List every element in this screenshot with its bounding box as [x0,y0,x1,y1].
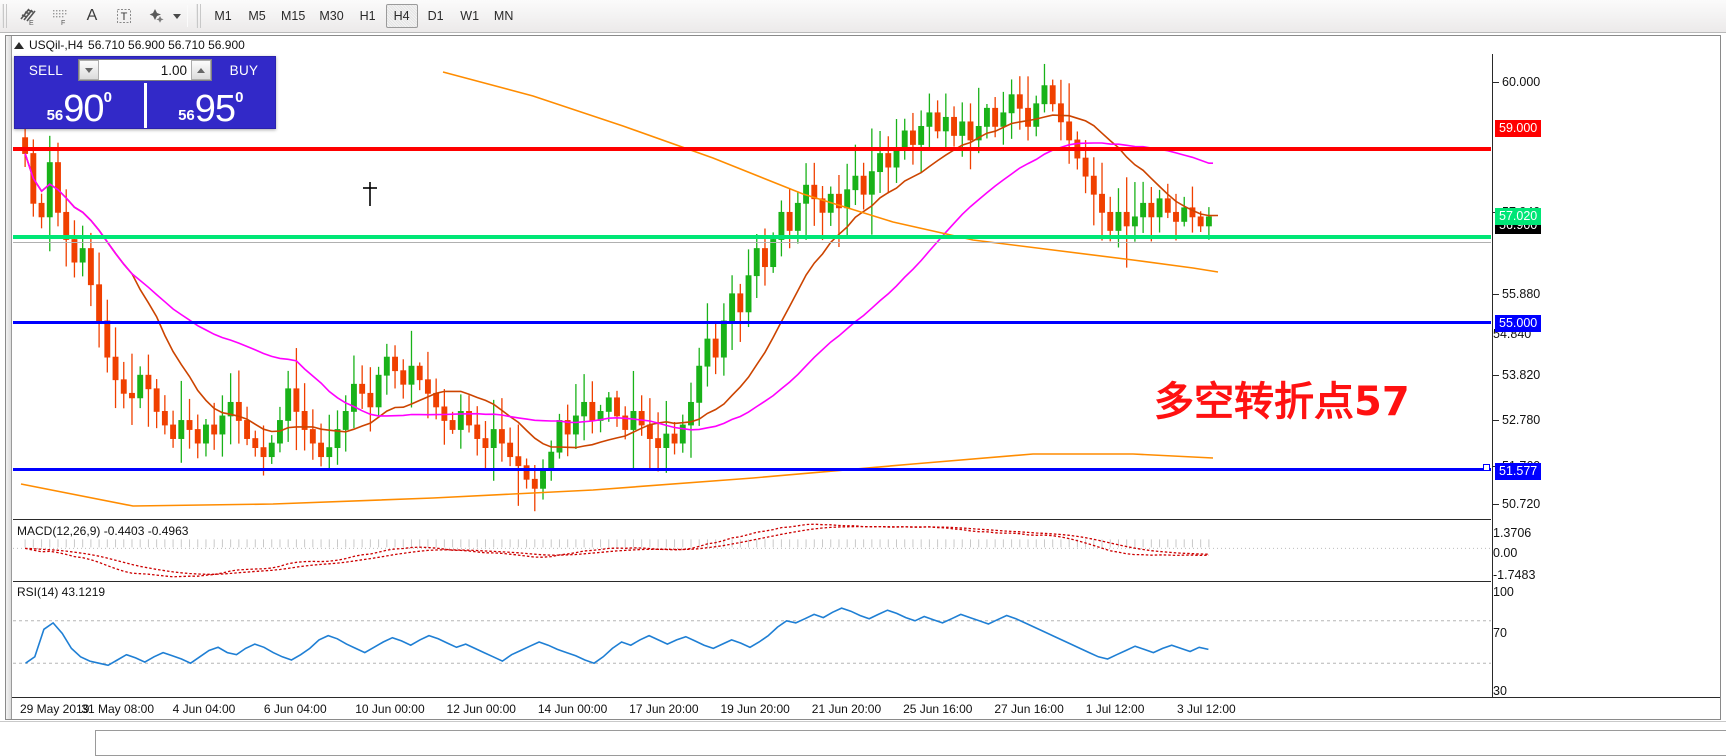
symbol-name: USQil-,H4 [29,38,84,52]
price-chart-svg [20,63,1219,512]
symbol-header: USQil-,H4 56.710 56.900 56.710 56.900 [14,37,245,53]
time-axis-label: 4 Jun 04:00 [172,702,236,716]
one-click-trading-panel[interactable]: SELL 1.00 BUY 56 90 0 [14,56,276,129]
timeframe-h1[interactable]: H1 [359,9,376,23]
support-line-55 [13,321,1491,324]
sell-price-button[interactable]: 56 90 0 [15,83,144,128]
periods-icon[interactable]: F [46,3,74,29]
dropdown-caret-icon[interactable] [173,13,181,19]
resistance-line-59 [13,147,1491,151]
sell-price-prefix: 56 [46,107,64,124]
macd-tick-low: -1.7483 [1493,568,1536,582]
text-label-icon[interactable]: T [110,3,138,29]
time-axis-label: 6 Jun 04:00 [263,702,327,716]
price-scale-axis[interactable]: 60.000 57.940 55.880 54.840 53.820 52.78… [1492,54,1720,698]
timeframe-mn[interactable]: MN [493,9,514,23]
collapse-triangle-icon[interactable] [14,41,24,49]
ytick-60000: 60.000 [1493,75,1540,89]
timeframe-m15[interactable]: M15 [281,9,306,23]
ytick-50720: 50.720 [1493,497,1540,511]
buy-price-prefix: 56 [178,107,195,124]
time-axis-label: 3 Jul 12:00 [1177,702,1236,716]
support-line-51577-handle[interactable] [1483,464,1490,471]
volume-decrement-button[interactable] [79,60,99,80]
macd-tick-high: 1.3706 [1493,526,1532,540]
buy-price-main: 95 [194,88,236,131]
time-axis-label: 17 Jun 20:00 [629,702,699,716]
macd-tick-zero: 0.00 [1493,546,1518,560]
price-label-51577[interactable]: 51.577 [1495,463,1542,480]
rsi-tick-30: 30 [1493,684,1507,698]
toolbar-separator [187,5,188,27]
trade-panel-quotes: 56 90 0 56 95 0 [15,83,275,128]
timeframe-m5[interactable]: M5 [248,9,266,23]
rsi-chart-svg [13,607,1491,667]
timeframe-grip[interactable] [196,4,203,28]
status-strip [0,721,1726,756]
toolbar: E F A [0,0,1726,33]
bid-line-57020 [13,235,1491,239]
chart-annotation-text[interactable]: 多空转折点57 [1154,379,1410,425]
macd-pane[interactable]: MACD(12,26,9) -0.4403 -0.4963 [13,522,1491,582]
timeframe-d1[interactable]: D1 [427,9,444,23]
time-axis-label: 29 May 2019 [20,702,90,716]
symbol-ohlc: 56.710 56.900 56.710 56.900 [88,38,245,52]
sell-price-main: 90 [63,88,104,131]
svg-text:E: E [29,20,34,26]
price-pane[interactable] [13,54,1491,520]
chart-area[interactable]: USQil-,H4 56.710 56.900 56.710 56.900 MA… [5,35,1721,720]
price-label-59000[interactable]: 59.000 [1495,120,1542,137]
toolbar-grip[interactable] [2,4,9,28]
support-line-51577 [13,468,1491,471]
volume-value[interactable]: 1.00 [99,60,191,80]
volume-field[interactable]: 1.00 [78,59,212,81]
price-label-57020[interactable]: 57.020 [1495,208,1542,225]
time-axis-label: 1 Jul 12:00 [1085,702,1145,716]
timeframe-m1[interactable]: M1 [214,9,232,23]
time-axis[interactable]: 29 May 2019 31 May 08:00 4 Jun 04:00 6 Jun … [12,697,1720,719]
sell-button-label[interactable]: SELL [28,62,64,78]
trade-panel-top-row: SELL 1.00 BUY [15,57,275,83]
svg-text:F: F [61,20,65,26]
time-axis-label: 27 Jun 16:00 [994,702,1064,716]
status-strip-inner [95,730,1726,756]
svg-text:T: T [121,11,128,23]
macd-label: MACD(12,26,9) -0.4403 -0.4963 [17,524,189,538]
timeframe-m30[interactable]: M30 [319,9,344,23]
last-price-line [13,242,1491,243]
indicators-icon[interactable]: E [14,3,42,29]
ytick-53820: 53.820 [1493,368,1540,382]
buy-price-button[interactable]: 56 95 0 [143,83,276,131]
text-tool-icon[interactable]: A [86,7,98,24]
rsi-pane[interactable]: RSI(14) 43.1219 [13,583,1491,697]
rsi-tick-100: 100 [1493,585,1514,599]
timeframe-w1[interactable]: W1 [460,9,480,23]
timeframe-h4[interactable]: H4 [385,4,418,28]
ytick-55880: 55.880 [1493,287,1540,301]
chart-left-rail [6,36,12,719]
time-axis-label: 31 May 08:00 [81,702,155,716]
buy-price-sup: 0 [235,89,244,106]
macd-chart-svg [13,523,1491,578]
time-axis-label: 21 Jun 20:00 [811,702,882,716]
volume-increment-button[interactable] [191,60,211,80]
rsi-label: RSI(14) 43.1219 [17,585,106,599]
price-label-55000[interactable]: 55.000 [1495,315,1542,332]
time-axis-label: 10 Jun 00:00 [355,702,425,716]
sell-price-sup: 0 [103,89,112,106]
objects-icon[interactable] [142,3,170,29]
time-axis-label: 19 Jun 20:00 [720,702,790,716]
buy-button-label[interactable]: BUY [229,62,259,78]
rsi-tick-70: 70 [1493,626,1507,640]
time-axis-label: 14 Jun 00:00 [537,702,608,716]
time-axis-label: 25 Jun 16:00 [903,702,973,716]
time-axis-label: 12 Jun 00:00 [446,702,516,716]
ytick-52780: 52.780 [1493,413,1540,427]
